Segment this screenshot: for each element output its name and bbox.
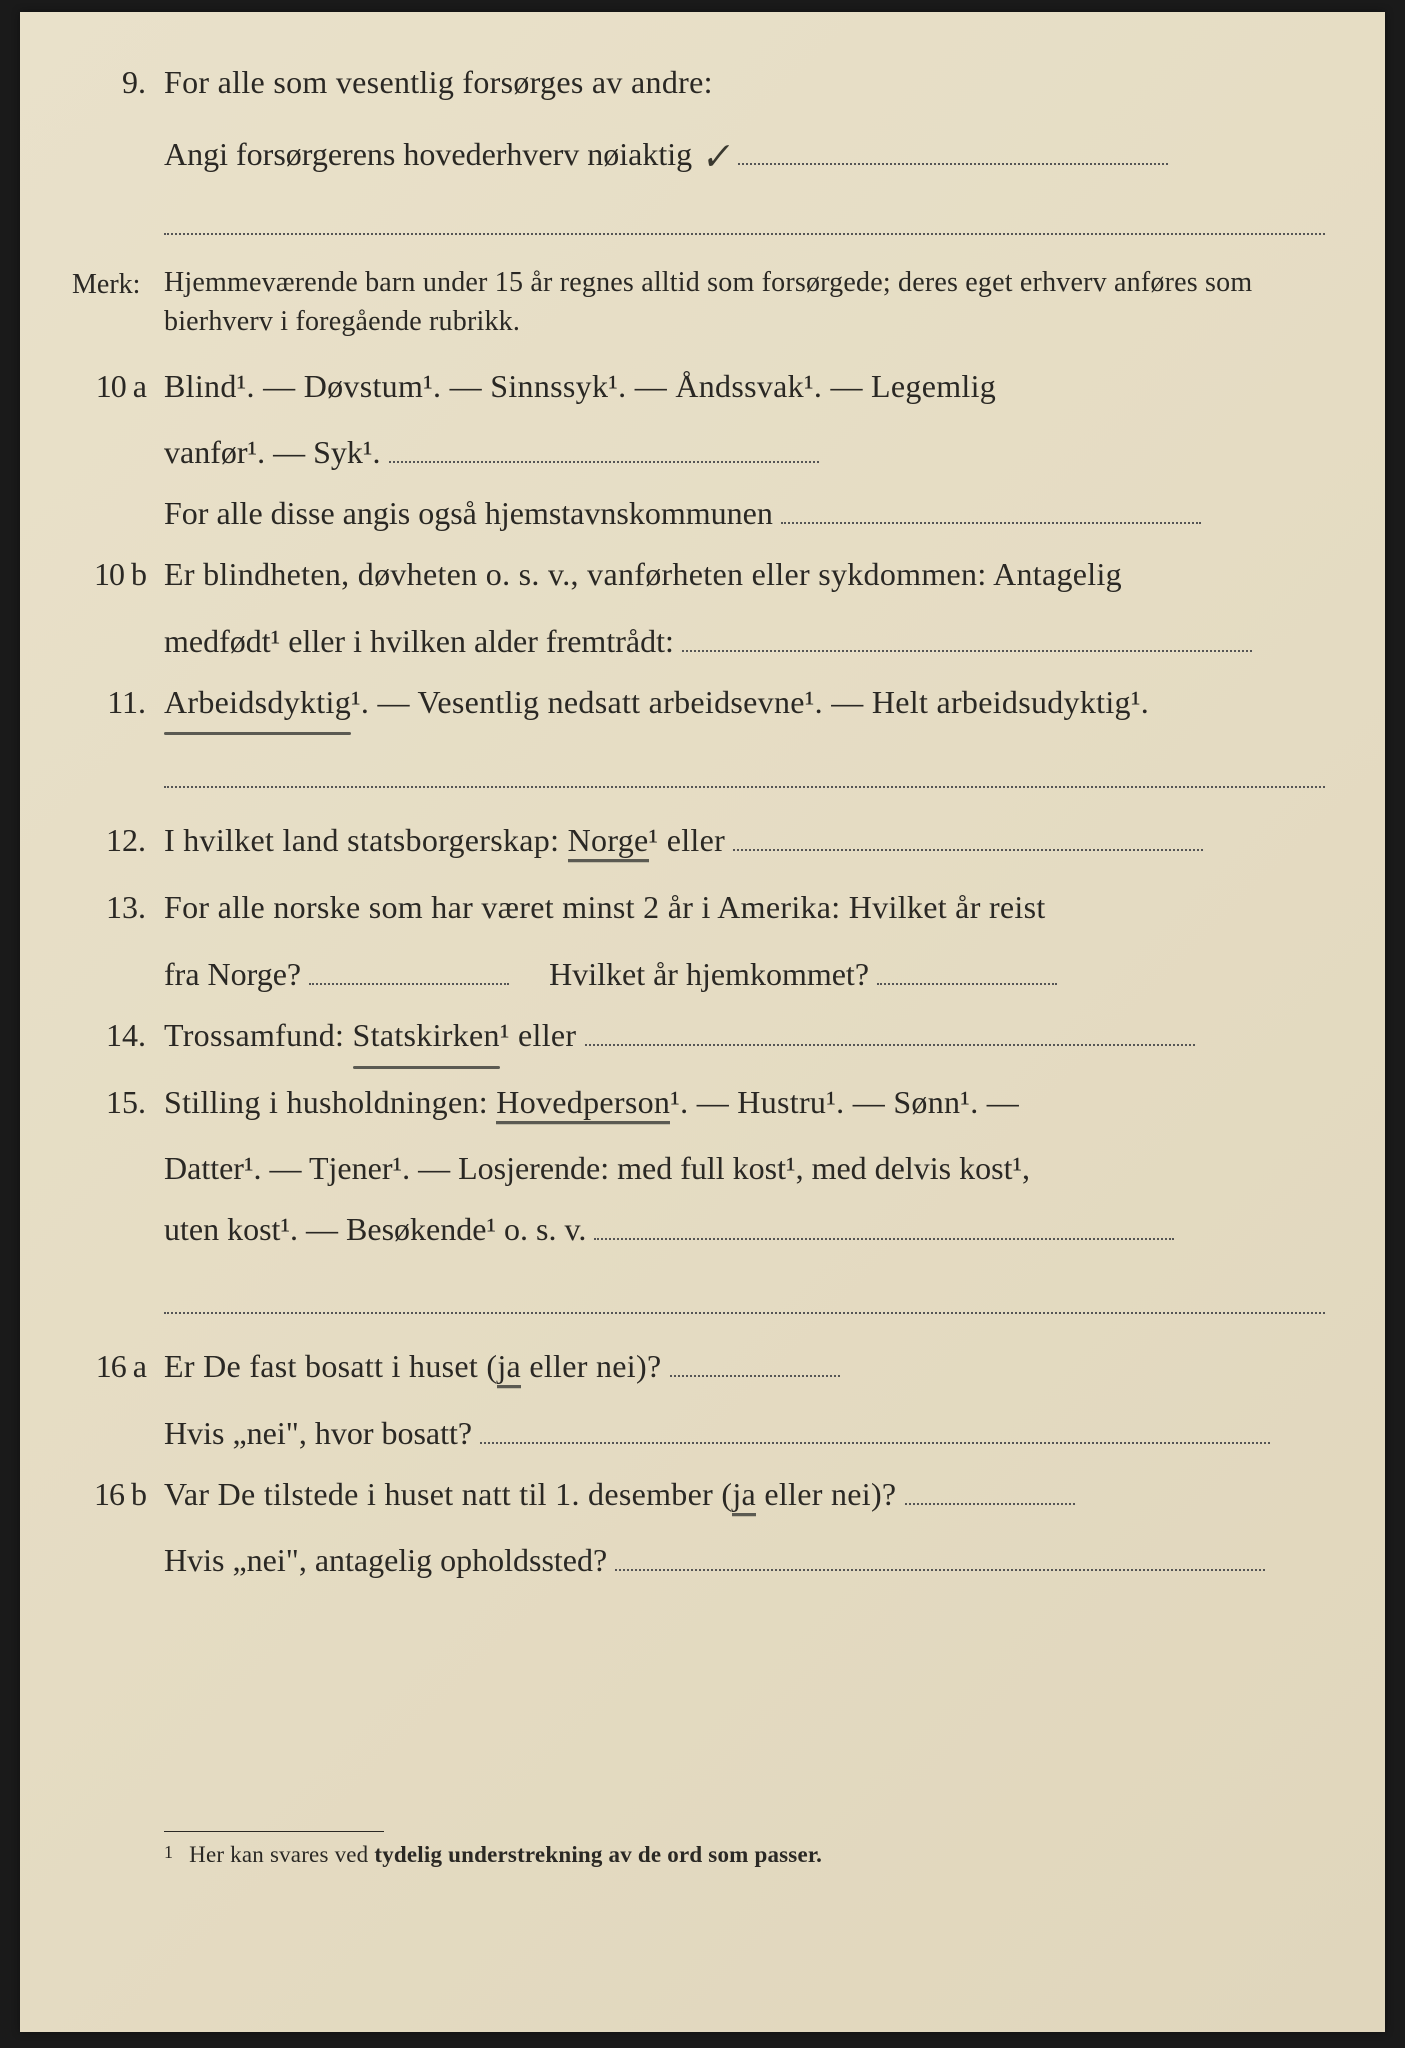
q11-num: 11. <box>72 672 164 733</box>
footnote-pre: Her kan svares ved <box>189 1842 374 1867</box>
q16a-pre: Er De fast bosatt i huset ( <box>164 1348 497 1384</box>
q16a-line1: Er De fast bosatt i huset (ja eller nei)… <box>164 1336 1333 1397</box>
q10a-fill2 <box>781 495 1201 524</box>
q9-line2-text: Angi forsørgerens hovederhverv nøiaktig <box>164 136 692 172</box>
q16a-line2: Hvis „nei", hvor bosatt? <box>164 1403 1333 1464</box>
merk-text: Hjemmeværende barn under 15 år regnes al… <box>164 263 1333 341</box>
q15-post: ¹. — Hustru¹. — Sønn¹. — <box>670 1084 1019 1120</box>
q14-pre: Trossamfund: <box>164 1017 353 1053</box>
q10a-line2-text: vanfør¹. — Syk¹. <box>164 434 381 470</box>
q15-continuation-line <box>164 1284 1325 1314</box>
footnote: 1 Her kan svares ved tydelig understrekn… <box>164 1842 1333 1868</box>
q16a-post: eller nei)? <box>521 1348 661 1384</box>
q16a-fill1 <box>670 1348 840 1377</box>
q16a-row: 16 a Er De fast bosatt i huset (ja eller… <box>72 1336 1333 1397</box>
q11-rest: ¹. — Vesentlig nedsatt arbeidsevne¹. — H… <box>351 684 1149 720</box>
q15-row: 15. Stilling i husholdningen: Hovedperso… <box>72 1072 1333 1133</box>
q16b-line1: Var De tilstede i huset natt til 1. dese… <box>164 1464 1333 1525</box>
q10a-opts: Blind¹. — Døvstum¹. — Sinnssyk¹. — Åndss… <box>164 356 1333 417</box>
merk-label: Merk: <box>72 263 164 304</box>
q15-fill <box>594 1211 1174 1240</box>
q13-num: 13. <box>72 877 164 938</box>
q11-content: Arbeidsdyktig¹. — Vesentlig nedsatt arbe… <box>164 672 1333 733</box>
q10a-line2: vanfør¹. — Syk¹. <box>164 422 1333 483</box>
q16b-pre: Var De tilstede i huset natt til 1. dese… <box>164 1476 732 1512</box>
q9-line2: Angi forsørgerens hovederhverv nøiaktig … <box>164 119 1333 187</box>
q9-fill-line <box>738 136 1168 165</box>
q16b-post: eller nei)? <box>756 1476 896 1512</box>
q15-pre: Stilling i husholdningen: <box>164 1084 496 1120</box>
q14-post: ¹ eller <box>500 1017 577 1053</box>
form-page: 9. For alle som vesentlig forsørges av a… <box>20 12 1385 2032</box>
q16b-num: 16 b <box>72 1464 164 1525</box>
q11-underlined: Arbeidsdyktig <box>164 672 351 733</box>
q10b-line1: Er blindheten, døvheten o. s. v., vanfør… <box>164 544 1333 605</box>
q10a-num: 10 a <box>72 356 164 417</box>
q12-underlined: Norge <box>568 822 649 862</box>
merk-row: Merk: Hjemmeværende barn under 15 år reg… <box>72 263 1333 341</box>
q16b-fill1 <box>905 1476 1075 1505</box>
q10b-fill <box>682 623 1252 652</box>
q9-row: 9. For alle som vesentlig forsørges av a… <box>72 52 1333 113</box>
q9-num: 9. <box>72 52 164 113</box>
footnote-rule <box>164 1831 384 1832</box>
q10a-line3-text: For alle disse angis også hjemstavnskomm… <box>164 495 773 531</box>
q14-fill <box>585 1017 1195 1046</box>
q16b-line2-text: Hvis „nei", antagelig opholdssted? <box>164 1542 607 1578</box>
q10b-row: 10 b Er blindheten, døvheten o. s. v., v… <box>72 544 1333 605</box>
q14-row: 14. Trossamfund: Statskirken¹ eller <box>72 1005 1333 1066</box>
q13-row: 13. For alle norske som har været minst … <box>72 877 1333 938</box>
q16a-underlined: ja <box>497 1348 521 1388</box>
q9-line1: For alle som vesentlig forsørges av andr… <box>164 52 1333 113</box>
footnote-num: 1 <box>164 1842 173 1862</box>
q10a-fill1 <box>389 435 819 464</box>
q13-line2: fra Norge? Hvilket år hjemkommet? <box>164 944 1333 1005</box>
q15-line1: Stilling i husholdningen: Hovedperson¹. … <box>164 1072 1333 1133</box>
q12-post: ¹ eller <box>649 822 726 858</box>
q13-line2a: fra Norge? <box>164 956 301 992</box>
q16b-underlined: ja <box>732 1476 756 1516</box>
q12-content: I hvilket land statsborgerskap: Norge¹ e… <box>164 810 1333 871</box>
q10b-line2: medfødt¹ eller i hvilken alder fremtrådt… <box>164 611 1333 672</box>
q16b-fill2 <box>615 1543 1265 1572</box>
q14-num: 14. <box>72 1005 164 1066</box>
q15-num: 15. <box>72 1072 164 1133</box>
q12-fill <box>733 823 1203 852</box>
q15-underlined: Hovedperson <box>496 1084 670 1124</box>
q13-line2b: Hvilket år hjemkommet? <box>549 956 869 992</box>
q15-line3-text: uten kost¹. — Besøkende¹ o. s. v. <box>164 1211 586 1247</box>
q10b-num: 10 b <box>72 544 164 605</box>
q16a-num: 16 a <box>72 1336 164 1397</box>
q12-pre: I hvilket land statsborgerskap: <box>164 822 568 858</box>
q10a-line3: For alle disse angis også hjemstavnskomm… <box>164 483 1333 544</box>
q9-continuation-line <box>164 205 1325 235</box>
q14-underlined: Statskirken <box>353 1005 500 1066</box>
q13-fill2 <box>877 956 1057 985</box>
q15-line3: uten kost¹. — Besøkende¹ o. s. v. <box>164 1199 1333 1260</box>
q12-row: 12. I hvilket land statsborgerskap: Norg… <box>72 810 1333 871</box>
q14-content: Trossamfund: Statskirken¹ eller <box>164 1005 1333 1066</box>
q15-line2: Datter¹. — Tjener¹. — Losjerende: med fu… <box>164 1138 1333 1199</box>
q9-checkmark: ✓ <box>698 122 734 193</box>
q11-row: 11. Arbeidsdyktig¹. — Vesentlig nedsatt … <box>72 672 1333 733</box>
q16a-line2-text: Hvis „nei", hvor bosatt? <box>164 1415 472 1451</box>
q16a-fill2 <box>480 1415 1270 1444</box>
q16b-row: 16 b Var De tilstede i huset natt til 1.… <box>72 1464 1333 1525</box>
q10b-line2-text: medfødt¹ eller i hvilken alder fremtrådt… <box>164 623 674 659</box>
footnote-bold: tydelig understrekning av de ord som pas… <box>374 1842 822 1867</box>
q12-num: 12. <box>72 810 164 871</box>
q13-line1: For alle norske som har været minst 2 år… <box>164 877 1333 938</box>
q13-fill1 <box>309 956 509 985</box>
q16b-line2: Hvis „nei", antagelig opholdssted? <box>164 1530 1333 1591</box>
q10a-row: 10 a Blind¹. — Døvstum¹. — Sinnssyk¹. — … <box>72 356 1333 417</box>
q11-continuation-line <box>164 758 1325 788</box>
